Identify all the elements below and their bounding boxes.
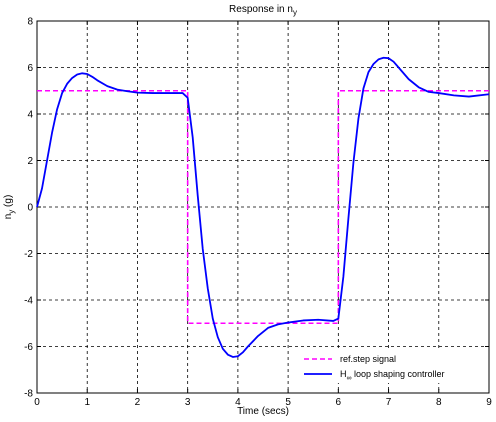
y-tick-label: 8 — [27, 17, 33, 28]
x-tick-label: 4 — [235, 397, 241, 408]
x-axis-label: Time (secs) — [237, 406, 289, 417]
y-tick-label: -8 — [24, 389, 33, 400]
y-tick-label: -6 — [24, 342, 33, 353]
x-tick-label: 2 — [135, 397, 141, 408]
ref-step-series-line — [37, 89, 489, 325]
labels: 0 1 2 3 4 5 6 7 8 9 -8 -6 -4 -2 0 2 4 6 8 Response in ny Tim… — [3, 4, 492, 417]
series — [36, 56, 490, 358]
x-tick-label: 0 — [34, 397, 40, 408]
chart-title: Response in ny — [229, 4, 297, 17]
y-tick-label: 4 — [27, 110, 33, 121]
controller-series-line — [36, 56, 490, 358]
x-tick-label: 8 — [436, 397, 442, 408]
y-tick-label: 6 — [27, 63, 33, 74]
grid — [37, 21, 489, 393]
legend: ref.step signal H∞ loop shaping controlle… — [298, 349, 468, 383]
x-tick-label: 9 — [486, 397, 492, 408]
y-tick-label: -2 — [24, 249, 33, 260]
legend-label-controller: H∞ loop shaping controller — [340, 369, 445, 382]
x-tick-label: 6 — [336, 397, 342, 408]
x-tick-label: 7 — [386, 397, 392, 408]
x-tick-label: 5 — [285, 397, 291, 408]
y-tick-label: 0 — [27, 203, 33, 214]
legend-label-ref-step: ref.step signal — [340, 354, 396, 364]
x-tick-label: 3 — [185, 397, 191, 408]
y-tick-label: -4 — [24, 296, 33, 307]
legend-box — [298, 349, 468, 383]
x-tick-label: 1 — [84, 397, 90, 408]
y-tick-label: 2 — [27, 156, 33, 167]
y-axis-label: ny (g) — [3, 195, 16, 220]
